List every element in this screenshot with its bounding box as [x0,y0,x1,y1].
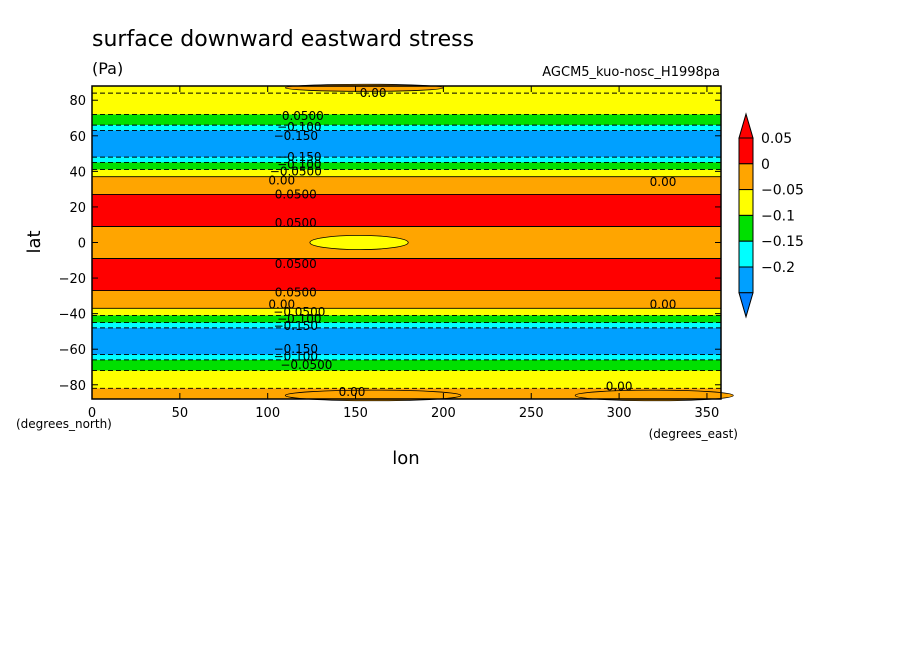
zonal-band [92,308,721,316]
contour-lines [92,92,721,389]
contour-label: 0.0500 [275,257,317,271]
x-tick-label: 150 [343,406,368,421]
zonal-band [92,114,721,126]
x-axis: 0 50 100 150 200 250 300 350 [88,86,719,421]
contour-label: −0.100 [274,349,318,363]
zonal-band [92,162,721,170]
zonal-band [92,354,721,360]
colorbar-segment [738,137,754,165]
zonal-band [92,258,721,291]
colorbar-tick-label: 0 [761,157,770,173]
x-tick-label: 50 [172,406,189,421]
colorbar-tick-label: −0.2 [761,260,795,276]
contour-label: −0.150 [274,319,318,333]
x-tick-label: 250 [519,406,544,421]
contour-label: 0.00 [650,298,677,312]
plot-area [92,83,734,402]
x-tick-label: 100 [255,406,280,421]
contour-label: −0.0500 [280,358,332,372]
contour-labels: 0.000.0500−0.100−0.150−0.150−0.100−0.050… [268,86,676,399]
colorbar-over-arrow [738,112,754,139]
contour-label: 0.00 [360,86,387,100]
contour-label: 0.0500 [275,187,317,201]
contour-label: −0.100 [277,120,321,134]
contour-label: −0.150 [274,342,318,356]
colorbar-tick-label: −0.05 [761,183,804,199]
zonal-band [92,290,721,309]
zonal-band [92,93,721,115]
zonal-band [92,130,721,158]
x-tick-label: 0 [88,406,96,421]
contour-cell [284,389,462,402]
chart-units: (Pa) [92,59,123,78]
zonal-band [92,194,721,227]
contour-label: −0.150 [277,150,321,164]
colorbar-segment [738,163,754,191]
y-axis: 80 60 40 20 0 −20 −40 −60 −80 [59,94,721,394]
colorbar-tick-label: 0.05 [761,131,792,147]
zonal-band [92,359,721,371]
colorbar-segment [738,266,754,294]
contour-label: 0.00 [606,380,633,394]
x-axis-label: lon [392,448,419,469]
y-tick-label: −80 [59,379,86,394]
y-tick-label: −20 [59,272,86,287]
y-tick-label: 60 [69,130,86,145]
zonal-band [92,176,721,195]
contour-label: 0.0500 [282,109,324,123]
zonal-band [92,125,721,131]
colorbar: 0.05 0 −0.05 −0.1 −0.15 −0.2 [738,112,804,319]
colorbar-under-arrow [738,292,754,319]
contour-label: −0.100 [277,157,321,171]
y-units-label: (degrees_north) [16,417,112,431]
zonal-band [92,169,721,177]
contour-label: −0.0500 [273,305,325,319]
x-units-label: (degrees_east) [649,427,738,441]
contour-label: 0.0500 [275,216,317,230]
colorbar-segment [738,214,754,242]
contour-label: −0.100 [277,312,321,326]
colorbar-segment [738,189,754,216]
zonal-band [92,157,721,163]
y-axis-label: lat [24,230,45,253]
zonal-band [92,370,721,389]
contour-cell [574,389,734,402]
y-tick-label: 20 [69,201,86,216]
contour-label: 0.00 [268,298,295,312]
contour-label: 0.00 [650,175,677,189]
colorbar-tick-label: −0.15 [761,234,804,250]
contour-cell [309,234,409,251]
contour-label: −0.0500 [270,164,322,178]
zonal-band [92,315,721,323]
y-tick-label: −60 [59,343,86,358]
x-tick-label: 350 [695,406,720,421]
x-tick-label: 200 [431,406,456,421]
x-tick-label: 300 [607,406,632,421]
contour-label: 0.00 [268,173,295,187]
contour-label: 0.0500 [275,285,317,299]
contour-label: −0.150 [274,129,318,143]
zonal-band [92,322,721,328]
y-tick-label: 0 [78,237,86,252]
zonal-band [92,327,721,355]
contour-label: 0.00 [339,385,366,399]
y-tick-label: −40 [59,308,86,323]
y-tick-label: 40 [69,165,86,180]
y-tick-label: 80 [69,94,86,109]
colorbar-segment [738,240,754,268]
run-id: AGCM5_kuo-nosc_H1998pa [542,65,720,80]
colorbar-tick-label: −0.1 [761,208,795,224]
chart-title: surface downward eastward stress [92,27,474,52]
